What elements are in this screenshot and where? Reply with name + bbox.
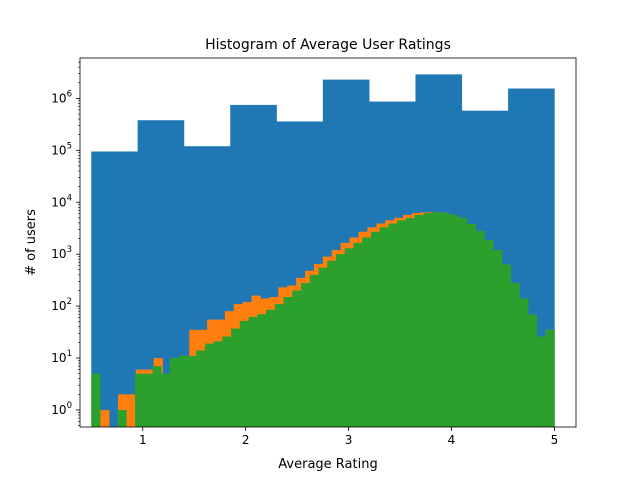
bar-series-3	[152, 366, 162, 427]
y-tick-label: 101	[51, 349, 72, 365]
bar-series-3	[117, 409, 127, 427]
y-axis-ticks: 100 101 102 103 104 105 106	[51, 61, 80, 426]
bar-series-3	[274, 303, 284, 427]
y-tick-label: 100	[51, 401, 72, 417]
bar-series-3	[344, 248, 354, 427]
bar-series-3	[484, 240, 494, 427]
bar-series-3	[414, 214, 424, 427]
bar-series-3	[397, 220, 407, 427]
bar-series-3	[257, 314, 267, 427]
bar-series-3	[519, 298, 529, 427]
bar-series-3	[169, 358, 179, 427]
bar-series-3	[196, 350, 206, 427]
chart-title: Histogram of Average User Ratings	[205, 37, 451, 53]
bar-series-3	[510, 282, 520, 427]
bar-series-2	[126, 394, 137, 427]
bar-series-3	[178, 355, 188, 427]
bar-series-3	[248, 316, 258, 427]
bar-series-3	[536, 336, 546, 427]
bar-series-3	[327, 260, 337, 427]
y-tick-label: 102	[51, 297, 72, 313]
bar-series-2	[100, 409, 110, 427]
bar-series-3	[318, 267, 328, 427]
x-axis-ticks: 1 2 3 4 5	[139, 427, 558, 447]
bar-series-3	[493, 250, 503, 427]
bar-series-3	[266, 309, 276, 427]
x-tick-label: 3	[345, 433, 353, 447]
bar-series-3	[161, 373, 171, 427]
bar-series-3	[204, 343, 214, 427]
x-tick-label: 1	[139, 433, 147, 447]
plot-frame	[79, 57, 577, 428]
bar-series-3	[213, 341, 223, 427]
x-axis-label: Average Rating	[278, 457, 377, 472]
bar-series-3	[292, 290, 302, 427]
bar-series-3	[91, 373, 101, 427]
bar-series-3	[545, 329, 555, 427]
bar-series-3	[231, 328, 241, 427]
bar-series-3	[475, 230, 485, 427]
x-tick-label: 5	[551, 433, 559, 447]
bar-series-3	[187, 355, 197, 427]
x-tick-label: 4	[448, 433, 456, 447]
y-tick-label: 105	[51, 141, 72, 157]
bar-series-3	[405, 217, 415, 427]
x-tick-label: 2	[242, 433, 250, 447]
bar-series-3	[335, 254, 345, 427]
bar-series-3	[283, 296, 293, 427]
bars-layer	[91, 74, 555, 428]
bar-series-3	[370, 231, 380, 427]
y-tick-label: 104	[51, 193, 72, 209]
bar-series-3	[388, 223, 398, 427]
bar-series-3	[458, 217, 468, 427]
bar-series-3	[379, 227, 389, 427]
bar-series-3	[528, 314, 538, 427]
bar-series-3	[301, 282, 311, 427]
bar-series-3	[239, 320, 249, 427]
bar-series-3	[353, 242, 363, 427]
y-tick-label: 103	[51, 245, 72, 261]
bar-series-3	[432, 212, 442, 427]
bar-series-3	[222, 336, 232, 427]
bar-series-3	[423, 213, 433, 427]
bar-series-3	[440, 212, 450, 427]
bar-series-3	[143, 373, 153, 427]
bar-series-3	[309, 274, 319, 427]
bar-series-3	[501, 264, 512, 427]
bar-series-3	[449, 214, 459, 427]
y-axis-label: # of users	[24, 209, 39, 276]
bar-series-3	[362, 237, 372, 427]
bar-series-3	[467, 224, 477, 427]
y-tick-label: 106	[51, 89, 72, 105]
bar-series-3	[135, 373, 145, 427]
